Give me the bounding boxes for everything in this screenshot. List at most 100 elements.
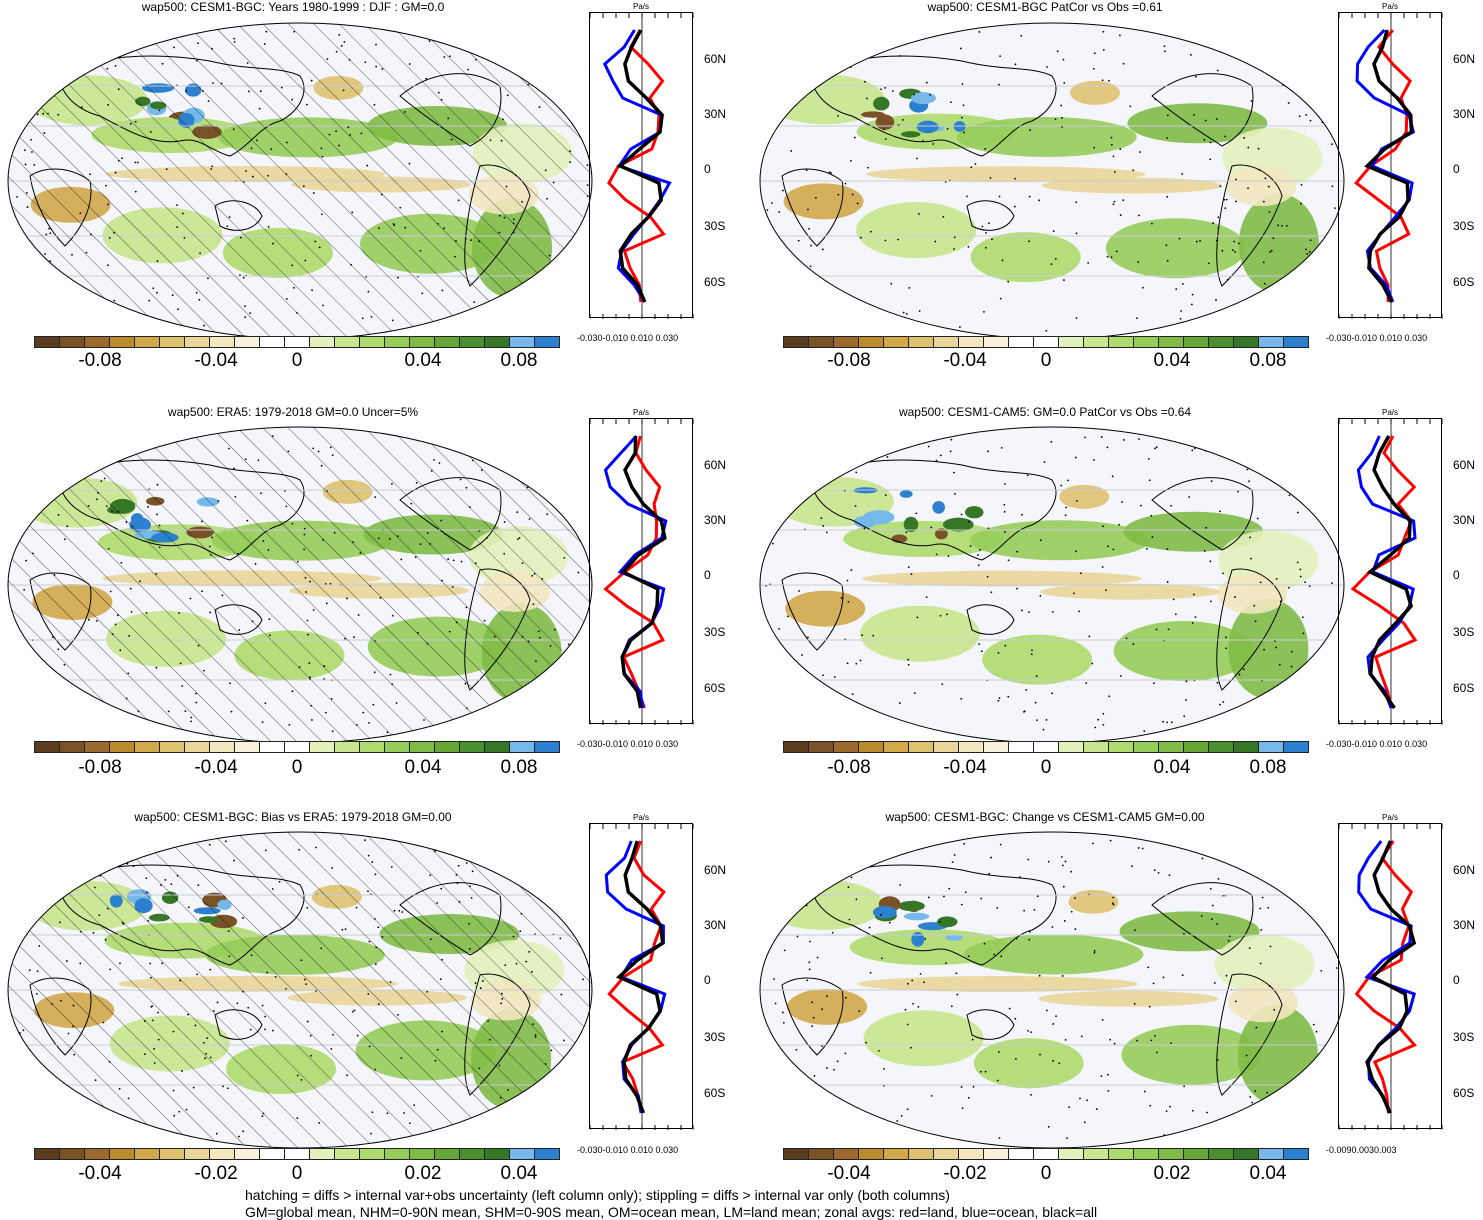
zonal-series-land: [607, 29, 666, 303]
colorbar-swatch: [1084, 742, 1109, 752]
colorbar-swatch: [135, 742, 160, 752]
colorbar-label: 0.04: [1153, 350, 1191, 371]
latitude-label: 60S: [1453, 1086, 1475, 1100]
latitude-label: 60S: [704, 681, 726, 695]
colorbar-swatch: [310, 742, 335, 752]
zonal-series-ocean: [1356, 435, 1417, 709]
panel-title: wap500: CESM1-BGC: Years 1980-1999 : DJF…: [141, 0, 445, 14]
footer-line-1: hatching = diffs > internal var+obs unce…: [245, 1187, 950, 1203]
colorbar-swatch: [335, 742, 360, 752]
colorbar-swatch: [160, 337, 185, 347]
colorbar-swatch: [435, 742, 460, 752]
colorbar-swatch: [410, 1149, 435, 1159]
colorbar-swatch: [360, 742, 385, 752]
colorbar-swatch: [1234, 742, 1259, 752]
colorbar-swatch: [1059, 1149, 1084, 1159]
latitude-label: 30S: [704, 1030, 726, 1044]
latitude-label: 60S: [1453, 275, 1475, 289]
latitude-label: 60N: [1453, 458, 1476, 472]
zonal-series-all: [620, 435, 667, 709]
latitude-label: 60N: [704, 458, 727, 472]
colorbar-swatch: [285, 1149, 310, 1159]
colorbar-swatch: [210, 337, 235, 347]
zonal-mean-frame: [589, 418, 694, 725]
zonal-unit-label: Pa/s: [632, 408, 650, 417]
colorbar-label: -0.08: [827, 757, 871, 778]
colorbar: [783, 336, 1309, 348]
panel-title: wap500: CESM1-CAM5: GM=0.0 PatCor vs Obs…: [898, 405, 1192, 419]
panel-title: wap500: ERA5: 1979-2018 GM=0.0 Uncer=5%: [167, 405, 419, 419]
colorbar-label: 0.08: [500, 350, 538, 371]
colorbar-swatch: [1184, 337, 1209, 347]
latitude-label: 0: [704, 973, 711, 987]
zonal-xtick-labels: -0.0090.0030.003: [1326, 1145, 1397, 1155]
latitude-label: 30N: [1453, 918, 1476, 932]
colorbar-label: 0: [291, 350, 303, 371]
colorbar: [783, 741, 1309, 753]
latitude-label: 60S: [1453, 681, 1475, 695]
colorbar-label: 0.02: [1153, 1163, 1191, 1184]
colorbar-swatch: [1184, 1149, 1209, 1159]
colorbar-label: -0.02: [943, 1163, 987, 1184]
latitude-label: 0: [1453, 568, 1460, 582]
colorbar-label: 0.04: [404, 757, 442, 778]
colorbar-swatch: [260, 742, 285, 752]
latitude-label: 0: [1453, 162, 1460, 176]
colorbar-swatch: [260, 337, 285, 347]
colorbar-swatch: [1009, 337, 1034, 347]
zonal-mean-plot: [1339, 824, 1443, 1130]
colorbar-label: 0.04: [1249, 1163, 1287, 1184]
footer-line-2: GM=global mean, NHM=0-90N mean, SHM=0-90…: [245, 1204, 1098, 1220]
colorbar-swatch: [1134, 742, 1159, 752]
map-panel: [0, 420, 600, 750]
zonal-unit-label: Pa/s: [632, 813, 650, 822]
colorbar-swatch: [1034, 1149, 1059, 1159]
colorbar-label: 0.04: [500, 1163, 538, 1184]
colorbar-swatch: [1009, 1149, 1034, 1159]
latitude-label: 30S: [704, 219, 726, 233]
colorbar-label: 0: [1040, 1163, 1052, 1184]
colorbar-label: 0.08: [500, 757, 538, 778]
colorbar-swatch: [859, 1149, 884, 1159]
colorbar-swatch: [784, 1149, 809, 1159]
map-panel: [752, 825, 1352, 1155]
latitude-label: 0: [704, 568, 711, 582]
colorbar-swatch: [884, 742, 909, 752]
colorbar-swatch: [260, 1149, 285, 1159]
latitude-label: 30N: [704, 918, 727, 932]
colorbar-swatch: [809, 1149, 834, 1159]
colorbar-swatch: [1059, 742, 1084, 752]
colorbar-swatch: [1134, 337, 1159, 347]
colorbar: [34, 336, 560, 348]
colorbar-label: -0.02: [194, 1163, 238, 1184]
colorbar-label: -0.08: [78, 350, 122, 371]
latitude-label: 30N: [1453, 513, 1476, 527]
colorbar-label: 0.02: [404, 1163, 442, 1184]
colorbar-swatch: [110, 742, 135, 752]
colorbar-swatch: [1184, 742, 1209, 752]
world-map: [7, 831, 593, 1149]
colorbar-swatch: [884, 337, 909, 347]
colorbar-swatch: [809, 742, 834, 752]
colorbar-swatch: [959, 742, 984, 752]
colorbar-swatch: [535, 1149, 559, 1159]
latitude-label: 30S: [1453, 625, 1475, 639]
zonal-mean-plot: [1339, 419, 1443, 725]
colorbar-swatch: [335, 1149, 360, 1159]
colorbar-label: -0.04: [194, 757, 238, 778]
colorbar-label: -0.04: [194, 350, 238, 371]
colorbar-swatch: [360, 1149, 385, 1159]
colorbar-label: 0.08: [1249, 757, 1287, 778]
colorbar-swatch: [60, 337, 85, 347]
zonal-series-land: [603, 435, 666, 709]
colorbar-swatch: [35, 337, 60, 347]
colorbar-swatch: [210, 1149, 235, 1159]
world-map: [759, 426, 1345, 744]
world-map: [759, 831, 1345, 1149]
map-panel: [0, 825, 600, 1155]
colorbar-swatch: [435, 337, 460, 347]
colorbar-swatch: [35, 742, 60, 752]
colorbar-swatch: [510, 742, 535, 752]
zonal-mean-frame: [589, 12, 694, 319]
zonal-mean-plot: [590, 13, 694, 319]
